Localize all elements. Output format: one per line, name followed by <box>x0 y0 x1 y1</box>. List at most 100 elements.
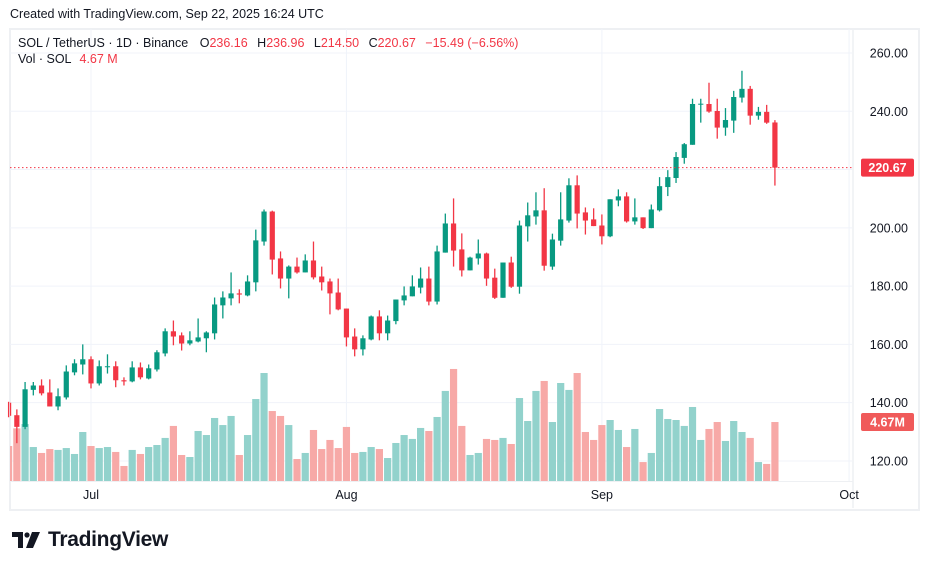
candle-body[interactable] <box>624 196 630 222</box>
volume-bar[interactable] <box>375 449 383 481</box>
volume-bar[interactable] <box>590 439 598 481</box>
candle-body[interactable] <box>418 278 424 288</box>
candle-body[interactable] <box>500 262 506 298</box>
candle-body[interactable] <box>212 304 218 334</box>
candle-body[interactable] <box>286 266 292 279</box>
volume-bar[interactable] <box>351 452 359 481</box>
candle-body[interactable] <box>574 185 580 214</box>
candle-body[interactable] <box>747 88 753 116</box>
volume-bar[interactable] <box>87 446 95 481</box>
volume-bar[interactable] <box>573 373 581 481</box>
volume-bar[interactable] <box>367 447 375 481</box>
volume-bar[interactable] <box>466 454 474 481</box>
volume-bar[interactable] <box>730 421 738 481</box>
volume-bar[interactable] <box>441 390 449 481</box>
candle-body[interactable] <box>154 352 160 370</box>
candle-body[interactable] <box>698 103 704 105</box>
volume-bar[interactable] <box>252 399 260 481</box>
candle-body[interactable] <box>261 211 267 242</box>
volume-bar[interactable] <box>178 454 186 481</box>
candle-body[interactable] <box>731 97 737 121</box>
volume-bar[interactable] <box>763 463 771 481</box>
candle-body[interactable] <box>47 392 53 407</box>
candle-body[interactable] <box>170 331 176 337</box>
candle-body[interactable] <box>599 225 605 237</box>
candle-body[interactable] <box>302 260 308 273</box>
volume-bar[interactable] <box>161 437 169 481</box>
candle-body[interactable] <box>772 122 778 168</box>
candle-body[interactable] <box>244 281 251 296</box>
candle-body[interactable] <box>681 144 687 158</box>
volume-bar[interactable] <box>145 447 153 481</box>
candle-body[interactable] <box>582 212 588 221</box>
volume-bar[interactable] <box>318 449 326 481</box>
candle-body[interactable] <box>38 385 45 394</box>
volume-bar[interactable] <box>540 380 548 481</box>
volume-bar[interactable] <box>62 448 70 481</box>
volume-bar[interactable] <box>392 442 400 481</box>
volume-bar[interactable] <box>128 449 136 481</box>
candle-body[interactable] <box>327 281 333 294</box>
volume-bar[interactable] <box>524 421 532 481</box>
volume-bar[interactable] <box>515 398 524 481</box>
volume-bar[interactable] <box>136 453 145 481</box>
volume-bar[interactable] <box>243 435 252 481</box>
volume-bar[interactable] <box>384 458 392 481</box>
candle-body[interactable] <box>352 336 358 350</box>
volume-bar[interactable] <box>655 409 664 481</box>
candle-body[interactable] <box>648 209 654 229</box>
volume-bar[interactable] <box>95 448 103 481</box>
volume-bar[interactable] <box>746 437 754 481</box>
volume-bar[interactable] <box>112 451 120 481</box>
volume-bar[interactable] <box>13 428 21 481</box>
candle-body[interactable] <box>376 316 382 334</box>
candle-body[interactable] <box>549 239 556 267</box>
volume-bar[interactable] <box>721 440 730 481</box>
candle-body[interactable] <box>755 111 762 116</box>
volume-bar[interactable] <box>309 429 318 481</box>
volume-bar[interactable] <box>301 452 309 481</box>
candle-body[interactable] <box>228 293 234 299</box>
candle-body[interactable] <box>187 340 193 344</box>
volume-bar[interactable] <box>548 422 557 481</box>
volume-bar[interactable] <box>359 451 367 481</box>
volume-bar[interactable] <box>169 425 177 481</box>
candle-body[interactable] <box>343 308 350 338</box>
candle-body[interactable] <box>656 186 663 211</box>
candle-body[interactable] <box>113 366 119 381</box>
volume-bar[interactable] <box>474 452 482 481</box>
candle-body[interactable] <box>533 210 539 217</box>
candle-body[interactable] <box>591 219 597 227</box>
candle-body[interactable] <box>722 120 729 128</box>
volume-bar[interactable] <box>10 446 13 481</box>
volume-bar[interactable] <box>491 439 499 481</box>
candle-body[interactable] <box>508 262 514 287</box>
tradingview-logo[interactable]: TradingView <box>12 528 168 552</box>
candle-body[interactable] <box>541 210 547 266</box>
volume-bar[interactable] <box>623 447 631 481</box>
candle-body[interactable] <box>195 337 201 342</box>
candle-body[interactable] <box>442 223 448 253</box>
volume-bar[interactable] <box>219 425 227 481</box>
volume-bar[interactable] <box>120 465 128 481</box>
volume-bar[interactable] <box>194 430 202 481</box>
candle-body[interactable] <box>121 380 127 382</box>
candle-body[interactable] <box>277 258 284 279</box>
candle-body[interactable] <box>162 331 168 354</box>
candle-body[interactable] <box>665 177 671 188</box>
volume-bar[interactable] <box>417 427 425 481</box>
candle-body[interactable] <box>203 332 209 339</box>
candle-body[interactable] <box>401 295 407 301</box>
volume-bar[interactable] <box>581 431 589 481</box>
candle-body[interactable] <box>22 389 28 427</box>
candle-body[interactable] <box>385 320 391 334</box>
candle-body[interactable] <box>516 225 523 287</box>
candle-body[interactable] <box>14 415 20 427</box>
volume-bar[interactable] <box>697 439 705 481</box>
candle-body[interactable] <box>607 199 613 237</box>
volume-bar[interactable] <box>713 422 721 481</box>
candle-body[interactable] <box>640 217 646 229</box>
volume-bar[interactable] <box>771 422 779 481</box>
volume-bar[interactable] <box>334 448 342 481</box>
